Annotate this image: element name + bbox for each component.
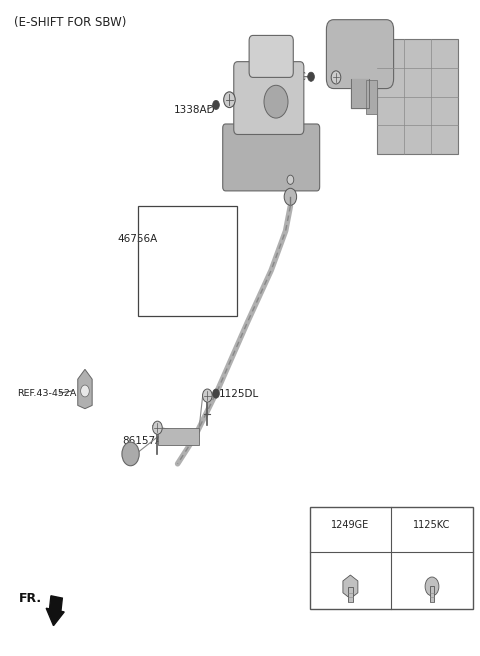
Text: 1125KC: 1125KC: [413, 520, 451, 531]
Circle shape: [122, 442, 139, 466]
Text: (E-SHIFT FOR SBW): (E-SHIFT FOR SBW): [14, 16, 127, 30]
Bar: [348, 587, 353, 602]
Circle shape: [213, 389, 219, 398]
Circle shape: [264, 85, 288, 118]
Text: 1125DL: 1125DL: [218, 388, 259, 399]
Text: FR.: FR.: [19, 592, 42, 605]
Circle shape: [331, 71, 341, 84]
Bar: [138, 206, 237, 316]
FancyBboxPatch shape: [377, 39, 458, 154]
Text: 1249GE: 1249GE: [331, 520, 370, 531]
Bar: [430, 586, 434, 602]
Text: REF.43-452A: REF.43-452A: [17, 389, 76, 398]
Circle shape: [284, 188, 297, 205]
Circle shape: [308, 72, 314, 81]
Bar: [310, 507, 473, 609]
Circle shape: [153, 421, 162, 434]
Circle shape: [425, 577, 439, 596]
Text: 46700F: 46700F: [355, 29, 394, 39]
Circle shape: [287, 175, 294, 184]
Bar: [158, 428, 199, 445]
Circle shape: [203, 389, 212, 402]
Bar: [366, 79, 377, 114]
Circle shape: [81, 385, 89, 397]
Text: 46756A: 46756A: [118, 234, 158, 245]
Text: 86157A: 86157A: [122, 436, 163, 446]
Text: 1339BC: 1339BC: [265, 72, 306, 82]
FancyArrow shape: [46, 596, 64, 626]
Polygon shape: [78, 369, 92, 409]
Circle shape: [213, 100, 219, 110]
FancyBboxPatch shape: [223, 124, 320, 191]
FancyBboxPatch shape: [326, 20, 394, 89]
FancyBboxPatch shape: [234, 62, 304, 134]
FancyBboxPatch shape: [249, 35, 293, 77]
Circle shape: [224, 92, 235, 108]
Polygon shape: [343, 575, 358, 599]
Text: 1338AD: 1338AD: [174, 105, 216, 115]
